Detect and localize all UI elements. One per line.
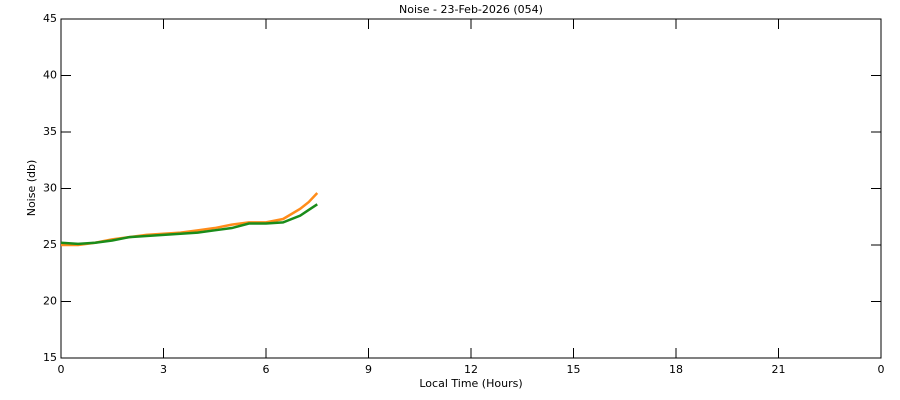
x-tick-label: 6 (263, 363, 270, 376)
x-tick-label: 3 (160, 363, 167, 376)
noise-line (61, 192, 319, 247)
x-tick-label: 15 (567, 363, 581, 376)
plot-frame (60, 18, 882, 359)
x-tick-label: 12 (464, 363, 478, 376)
y-tick-label: 15 (43, 351, 57, 364)
y-tick-label: 35 (43, 125, 57, 138)
y-tick-label: 45 (43, 12, 57, 25)
x-tick-label: 18 (669, 363, 683, 376)
y-axis-label: Noise (db) (25, 160, 38, 217)
y-tick-label: 30 (43, 182, 57, 195)
x-tick-label: 0 (878, 363, 885, 376)
y-tick-label: 40 (43, 69, 57, 82)
y-tick-label: 20 (43, 295, 57, 308)
x-tick-label: 21 (772, 363, 786, 376)
noise-line (60, 203, 318, 246)
x-tick-label: 0 (58, 363, 65, 376)
y-tick-label: 25 (43, 238, 57, 251)
x-axis-label: Local Time (Hours) (419, 377, 522, 390)
chart-title: Noise - 23-Feb-2026 (054) (399, 3, 543, 16)
x-tick-label: 9 (365, 363, 372, 376)
